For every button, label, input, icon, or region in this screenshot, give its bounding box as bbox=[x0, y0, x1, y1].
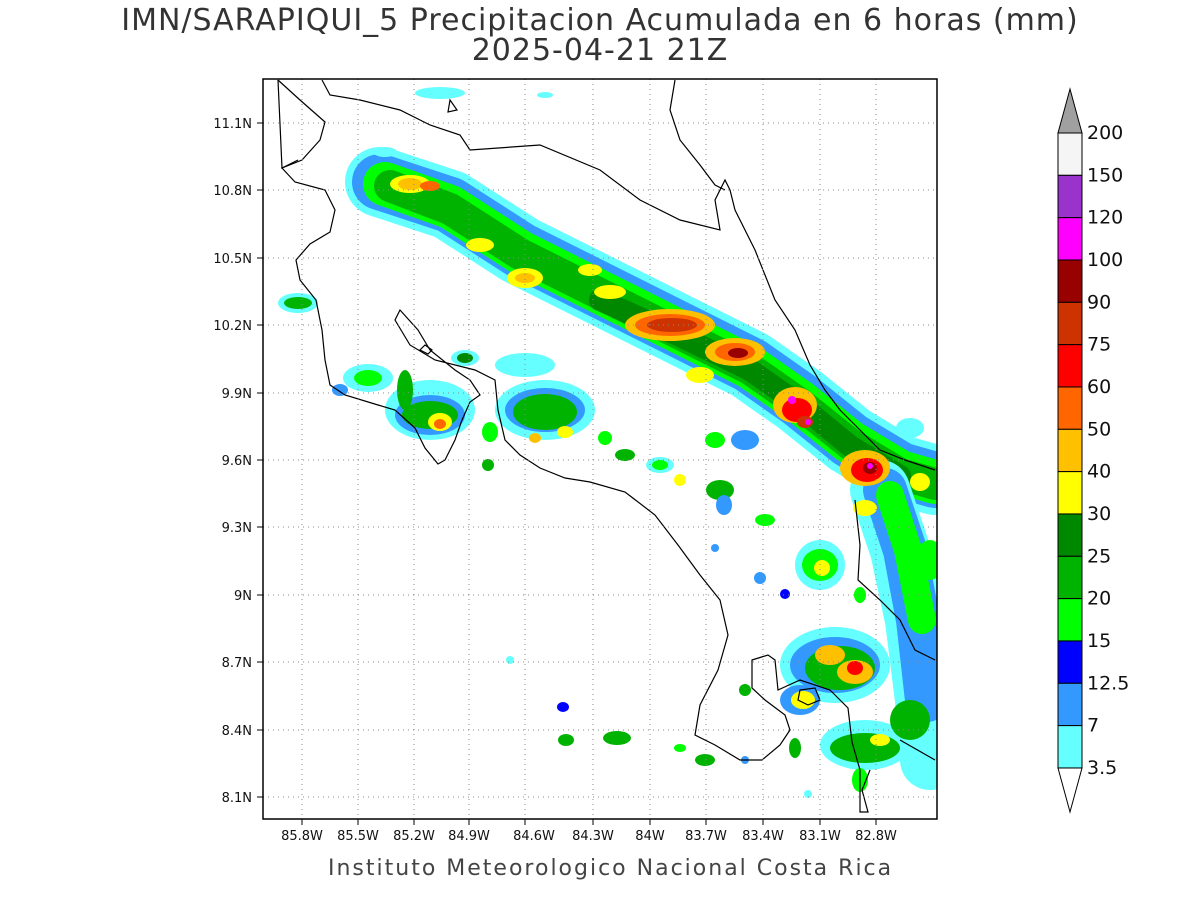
lon-label: 84W bbox=[635, 829, 665, 844]
lat-label: 11.1N bbox=[213, 117, 252, 132]
colorbar-swatch bbox=[1057, 87, 1083, 134]
colorbar-swatch bbox=[1057, 386, 1083, 430]
plot-frame bbox=[262, 78, 938, 820]
colorbar-swatch bbox=[1057, 513, 1083, 557]
lat-label: 10.2N bbox=[213, 319, 252, 334]
colorbar-swatch bbox=[1057, 725, 1083, 769]
colorbar-swatch bbox=[1057, 682, 1083, 727]
colorbar-swatch bbox=[1057, 132, 1083, 176]
colorbar-label: 25 bbox=[1087, 545, 1111, 567]
colorbar-swatch bbox=[1057, 217, 1083, 261]
lon-label: 83.4W bbox=[742, 829, 784, 844]
colorbar-swatch bbox=[1057, 301, 1083, 346]
institution-footer: Instituto Meteorologico Nacional Costa R… bbox=[328, 856, 894, 881]
lat-label: 9.6N bbox=[222, 454, 252, 469]
colorbar-label: 100 bbox=[1087, 249, 1123, 271]
colorbar-label: 150 bbox=[1087, 164, 1123, 186]
lon-label: 84.9W bbox=[448, 829, 490, 844]
colorbar-label: 15 bbox=[1087, 630, 1111, 652]
colorbar-swatch bbox=[1057, 598, 1083, 642]
colorbar-label: 3.5 bbox=[1087, 757, 1117, 779]
longitude-axis: 85.8W 85.5W 85.2W 84.9W 84.6W 84.3W 84W … bbox=[281, 819, 897, 844]
lon-label: 85.2W bbox=[393, 829, 435, 844]
lon-label: 83.1W bbox=[799, 829, 841, 844]
precipitation-field bbox=[263, 79, 937, 819]
lon-label: 84.3W bbox=[572, 829, 614, 844]
colorbar-label: 7 bbox=[1087, 715, 1099, 737]
colorbar-label: 90 bbox=[1087, 291, 1111, 313]
colorbar-swatch bbox=[1057, 555, 1083, 600]
lat-label: 9.9N bbox=[222, 387, 252, 402]
colorbar-label: 30 bbox=[1087, 503, 1111, 525]
colorbar-label: 20 bbox=[1087, 588, 1111, 610]
colorbar-label: 60 bbox=[1087, 376, 1111, 398]
colorbar-swatch bbox=[1057, 174, 1083, 219]
map-datetime: 2025-04-21 21Z bbox=[471, 33, 729, 68]
lat-label: 8.7N bbox=[222, 656, 252, 671]
colorbar-swatch bbox=[1057, 344, 1083, 388]
colorbar-label: 40 bbox=[1087, 461, 1111, 483]
colorbar: 200 150 120 100 90 75 60 50 40 30 25 20 15 12.5 7 3.5 bbox=[1057, 87, 1129, 814]
colorbar-swatch bbox=[1057, 259, 1083, 303]
lon-label: 84.6W bbox=[513, 829, 555, 844]
lon-label: 83.7W bbox=[685, 829, 727, 844]
colorbar-label: 50 bbox=[1087, 418, 1111, 440]
lon-label: 82.8W bbox=[855, 829, 897, 844]
colorbar-label: 200 bbox=[1087, 122, 1123, 144]
lon-label: 85.5W bbox=[337, 829, 379, 844]
colorbar-swatch bbox=[1057, 471, 1083, 515]
colorbar-label: 12.5 bbox=[1087, 672, 1129, 694]
lat-label: 8.4N bbox=[222, 724, 252, 739]
lat-label: 9.3N bbox=[222, 521, 252, 536]
colorbar-label: 120 bbox=[1087, 207, 1123, 229]
map-title: IMN/SARAPIQUI_5 Precipitacion Acumulada … bbox=[121, 3, 1079, 38]
colorbar-label: 75 bbox=[1087, 334, 1111, 356]
lat-label: 9N bbox=[234, 589, 252, 604]
colorbar-swatch bbox=[1057, 428, 1083, 473]
colorbar-swatch bbox=[1057, 640, 1083, 684]
lat-label: 10.8N bbox=[213, 184, 252, 199]
lon-label: 85.8W bbox=[281, 829, 323, 844]
lat-label: 10.5N bbox=[213, 252, 252, 267]
lat-label: 8.1N bbox=[222, 791, 252, 806]
latitude-axis: 11.1N 10.8N 10.5N 10.2N 9.9N 9.6N 9.3N 9… bbox=[213, 117, 263, 806]
colorbar-swatch bbox=[1057, 767, 1083, 814]
